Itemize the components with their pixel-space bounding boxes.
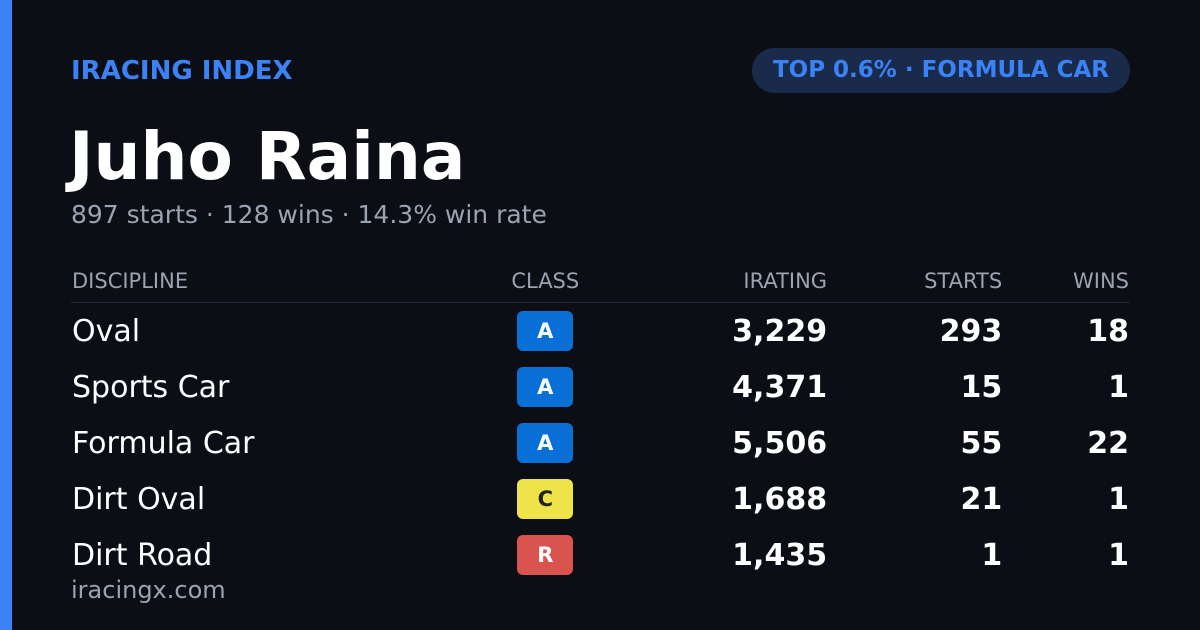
class-cell: C bbox=[474, 471, 616, 527]
driver-name: Juho Raina bbox=[69, 118, 466, 195]
class-cell: A bbox=[474, 359, 616, 415]
class-cell: A bbox=[474, 415, 616, 471]
cell: 22 bbox=[1087, 425, 1129, 461]
cell: 55 bbox=[960, 425, 1003, 461]
cell: 4,371 bbox=[732, 369, 828, 405]
site-link: iracingx.com bbox=[71, 576, 226, 604]
cell: 1,435 bbox=[732, 537, 828, 573]
class-pill: A bbox=[517, 423, 574, 463]
class-pill: R bbox=[517, 535, 574, 575]
stats-table: DISCIPLINE CLASS IRATING STARTS WINS Oval A 3,… bbox=[71, 260, 1130, 583]
cell: Formula Car bbox=[72, 425, 255, 461]
column-header: CLASS bbox=[474, 260, 617, 303]
cell: 1 bbox=[981, 537, 1003, 573]
header-row: DISCIPLINE CLASS IRATING STARTS WINS bbox=[71, 260, 1130, 303]
brand: IRACING INDEX bbox=[71, 56, 293, 86]
column-header: IRATING bbox=[616, 260, 829, 303]
class-pill: A bbox=[517, 367, 574, 407]
class-cell: A bbox=[474, 303, 616, 360]
table-row: Dirt Oval C 1,688 21 1 bbox=[71, 471, 1130, 527]
cell: Dirt Oval bbox=[72, 481, 206, 517]
class-pill: A bbox=[517, 311, 574, 351]
table-row: Oval A 3,229 293 18 bbox=[71, 303, 1130, 360]
column-header: STARTS bbox=[828, 260, 1004, 303]
summary: 897 starts · 128 wins · 14.3% win rate bbox=[71, 200, 547, 229]
table-row: Dirt Road R 1,435 1 1 bbox=[71, 527, 1130, 583]
cell: Oval bbox=[72, 313, 141, 349]
accent-bar bbox=[0, 0, 12, 630]
table-row: Formula Car A 5,506 55 22 bbox=[71, 415, 1130, 471]
rank-badge: TOP 0.6% · FORMULA CAR bbox=[751, 48, 1130, 93]
cell: Sports Car bbox=[72, 369, 230, 405]
cell: 293 bbox=[939, 313, 1003, 349]
cell: 5,506 bbox=[732, 425, 828, 461]
column-header: DISCIPLINE bbox=[71, 260, 475, 303]
cell: 1 bbox=[1108, 369, 1129, 405]
class-pill: C bbox=[517, 479, 574, 519]
cell: 1 bbox=[1108, 481, 1129, 517]
column-header: WINS bbox=[1003, 260, 1130, 303]
class-cell: R bbox=[474, 527, 616, 583]
cell: 21 bbox=[960, 481, 1003, 517]
cell: 1 bbox=[1108, 537, 1129, 573]
cell: 15 bbox=[960, 369, 1003, 405]
cell: 1,688 bbox=[732, 481, 828, 517]
cell: 18 bbox=[1087, 313, 1129, 349]
cell: Dirt Road bbox=[72, 537, 213, 573]
cell: 3,229 bbox=[732, 313, 828, 349]
table-row: Sports Car A 4,371 15 1 bbox=[71, 359, 1130, 415]
